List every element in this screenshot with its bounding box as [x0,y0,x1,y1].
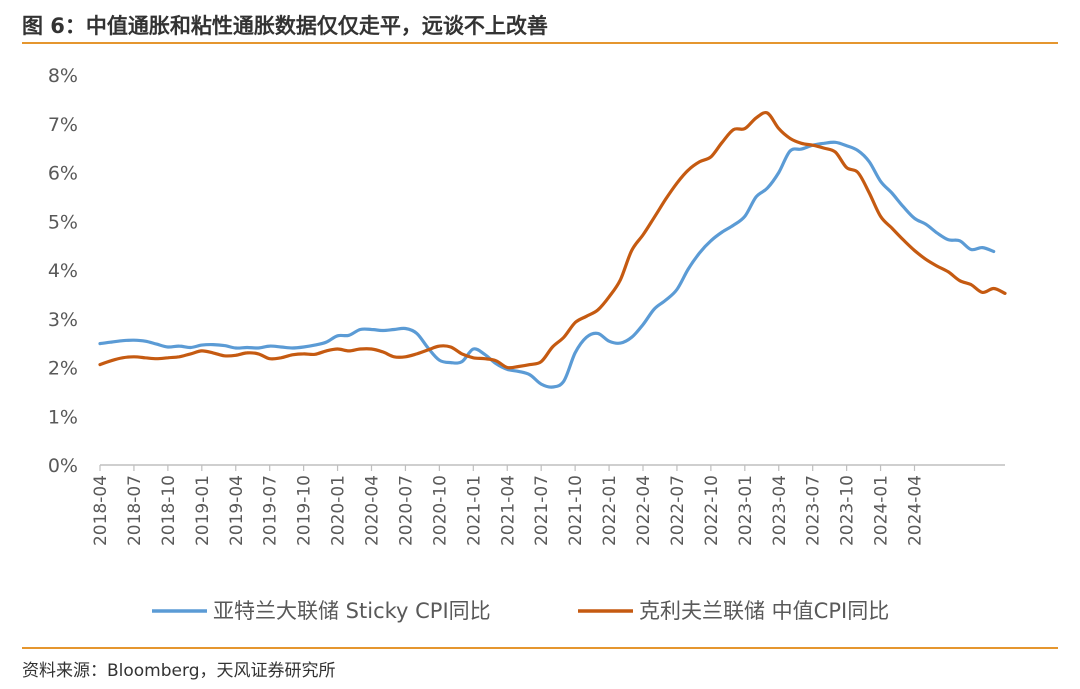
y-tick-label: 2% [48,358,78,380]
x-tick-label: 2023-07 [804,475,824,546]
x-axis: 2018-04 2018-07 2018-10 2019-01 2019-04 2019-… [91,464,1005,546]
y-tick-label: 1% [48,406,78,428]
legend-label: 克利夫兰联储 中值CPI同比 [639,599,889,623]
source-note: 资料来源：Bloomberg，天风证券研究所 [22,661,336,681]
x-tick-label: 2021-01 [464,475,484,546]
x-tick-label: 2023-10 [838,475,858,546]
x-tick-label: 2019-07 [261,475,281,546]
footer-divider [22,647,1058,649]
x-tick-label: 2018-04 [91,475,111,546]
series-layer [98,110,1007,389]
x-tick-label: 2022-01 [600,475,620,546]
title-divider [22,42,1058,44]
y-tick-label: 0% [48,455,78,477]
legend: 亚特兰大联储 Sticky CPI同比 克利夫兰联储 中值CPI同比 [152,599,889,623]
x-tick-label: 2022-07 [668,475,688,546]
x-tick-label: 2020-07 [396,475,416,546]
legend-label: 亚特兰大联储 Sticky CPI同比 [213,599,491,623]
x-tick-label: 2022-10 [702,475,722,546]
x-tick-label: 2021-04 [498,475,518,546]
chart-title: 图 6：中值通胀和粘性通胀数据仅仅走平，远谈不上改善 [22,14,548,38]
x-tick-label: 2022-04 [634,475,654,546]
y-tick-label: 8% [48,65,78,87]
x-tick-label: 2018-10 [159,475,179,546]
x-tick-label: 2023-04 [770,475,790,546]
x-tick-label: 2021-07 [532,475,552,546]
y-axis: 0% 1% 2% 3% 4% 5% 6% 7% 8% [48,65,78,477]
x-tick-label: 2020-01 [329,475,349,546]
series-line-median-cpi [98,110,1007,370]
x-tick-label: 2023-01 [736,475,756,546]
x-tick-label: 2024-04 [906,475,926,546]
y-tick-label: 4% [48,260,78,282]
x-tick-label: 2020-10 [430,475,450,546]
x-tick-label: 2019-01 [193,475,213,546]
y-tick-label: 6% [48,163,78,185]
x-tick-label: 2018-07 [125,475,145,546]
y-tick-label: 5% [48,211,78,233]
y-tick-label: 3% [48,309,78,331]
y-tick-label: 7% [48,114,78,136]
x-tick-label: 2020-04 [363,475,383,546]
x-tick-label: 2019-04 [227,475,247,546]
x-tick-label: 2019-10 [295,475,315,546]
x-tick-label: 2024-01 [872,475,892,546]
x-tick-label: 2021-10 [566,475,586,546]
series-line-sticky-cpi [98,140,996,389]
